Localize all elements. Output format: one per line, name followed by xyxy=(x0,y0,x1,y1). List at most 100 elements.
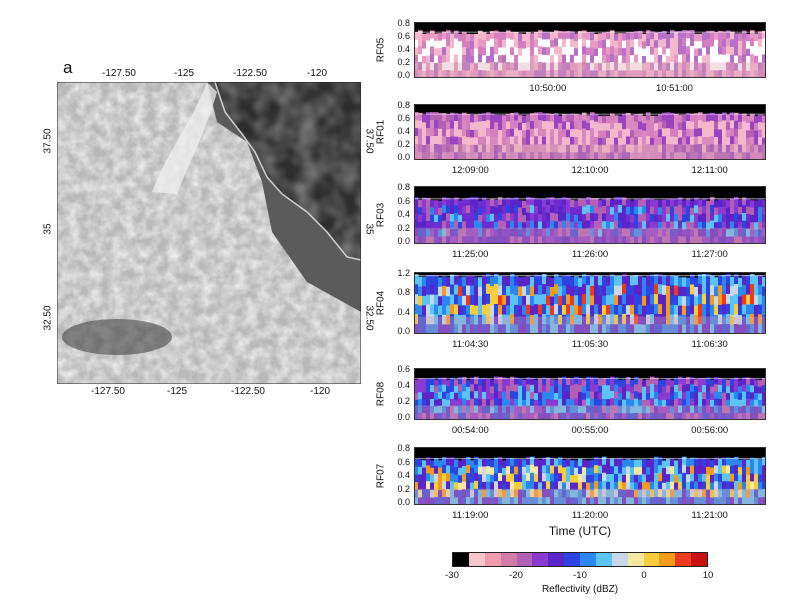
colorbar-segment xyxy=(659,553,676,566)
strip-y-tick: 0.2 xyxy=(397,139,410,149)
strip-y-tick: 0.8 xyxy=(397,443,410,453)
colorbar-tick: 0 xyxy=(641,570,647,581)
map-left-lat-label: 37.50 xyxy=(42,128,54,154)
radar-strip-frame xyxy=(414,272,766,334)
strip-y-tick: 0.0 xyxy=(397,412,410,422)
colorbar-segment xyxy=(548,553,565,566)
map-left-lat-label: 32.50 xyxy=(42,305,54,331)
strip-y-tick: 0.0 xyxy=(397,152,410,162)
panel-letter: a xyxy=(63,58,73,77)
strip-y-tick: 0.6 xyxy=(397,456,410,467)
radar-strip-image xyxy=(414,272,767,335)
colorbar-segment xyxy=(691,553,707,566)
colorbar-segment xyxy=(453,553,469,566)
strip-y-tick: 0.2 xyxy=(397,396,410,406)
radar-strip-image xyxy=(414,22,767,79)
strip-x-tick: 11:25:00 xyxy=(452,249,489,260)
map-bottom-lon-label: -125 xyxy=(166,386,188,397)
strip-x-tick: 00:55:00 xyxy=(571,425,609,436)
colorbar-segment xyxy=(675,553,692,566)
strip-y-tick: 0.6 xyxy=(397,31,410,41)
radar-strip-rf08 xyxy=(414,368,767,421)
radar-strip-rf07 xyxy=(414,447,767,506)
strip-y-tick: 0.4 xyxy=(397,306,410,317)
colorbar-segment xyxy=(627,553,644,566)
colorbar xyxy=(452,552,708,567)
strip-x-tick: 11:20:00 xyxy=(571,510,609,521)
colorbar-segment xyxy=(468,553,485,566)
map-bottom-lon-label: -127.50 xyxy=(91,386,125,397)
satellite-image-graphic xyxy=(56,81,362,385)
radar-strip-frame xyxy=(414,22,766,78)
colorbar-segment xyxy=(484,553,501,566)
strip-y-tick: 0.2 xyxy=(397,57,410,67)
strip-x-tick: 11:06:30 xyxy=(691,339,728,350)
map-bottom-lon-label: -120 xyxy=(309,386,331,397)
map-top-lon-label: -122.50 xyxy=(233,68,267,79)
strip-y-tick: 0.4 xyxy=(397,380,410,390)
radar-strip-image xyxy=(414,368,767,421)
strip-y-tick: 0.0 xyxy=(397,497,410,507)
colorbar-segment xyxy=(532,553,549,566)
map-top-lon-label: -120 xyxy=(306,68,328,79)
flight-label: RF08 xyxy=(375,381,387,407)
colorbar-label: Reflectivity (dBZ) xyxy=(541,584,619,595)
strip-x-tick: 12:09:00 xyxy=(451,165,489,176)
strip-y-tick: 0.2 xyxy=(397,222,410,233)
strip-y-tick: 0.2 xyxy=(397,483,410,494)
map-right-lat-label: 32.50 xyxy=(363,305,375,331)
strip-y-tick: 0.0 xyxy=(397,326,410,336)
radar-strip-image xyxy=(414,186,767,245)
strip-y-tick: 0.0 xyxy=(397,236,410,246)
colorbar-tick: -20 xyxy=(509,570,523,581)
strip-x-tick: 10:50:00 xyxy=(529,83,567,94)
strip-y-tick: 0.6 xyxy=(397,113,410,123)
map-top-lon-label: -127.50 xyxy=(102,68,136,79)
strip-x-tick: 12:10:00 xyxy=(571,165,609,176)
flight-label: RF05 xyxy=(375,37,387,63)
strip-y-tick: 0.8 xyxy=(397,287,410,298)
strip-y-tick: 0.4 xyxy=(397,126,410,136)
strip-x-tick: 11:26:00 xyxy=(571,249,609,260)
radar-strip-image xyxy=(414,447,767,506)
strip-y-tick: 0.8 xyxy=(397,18,410,28)
flight-label: RF04 xyxy=(375,290,387,316)
map-right-lat-label: 37.50 xyxy=(363,128,375,154)
satellite-image xyxy=(56,81,362,385)
strip-x-tick: 00:54:00 xyxy=(451,425,489,436)
strip-x-tick: 11:21:00 xyxy=(691,510,728,521)
strip-y-tick: 0.4 xyxy=(397,209,410,219)
flight-label: RF03 xyxy=(375,202,387,228)
colorbar-segment xyxy=(643,553,660,566)
radar-strip-rf05 xyxy=(414,22,767,79)
strip-y-tick: 0.0 xyxy=(397,70,410,80)
colorbar-segment xyxy=(564,553,580,566)
radar-strip-frame xyxy=(414,368,766,420)
colorbar-tick: 10 xyxy=(702,570,714,581)
colorbar-segment xyxy=(595,553,612,566)
colorbar-segment xyxy=(500,553,517,566)
strip-x-tick: 11:19:00 xyxy=(452,510,489,521)
radar-strip-frame xyxy=(414,447,766,505)
strip-y-tick: 0.4 xyxy=(397,470,410,480)
strip-x-tick: 00:56:00 xyxy=(691,425,729,436)
strip-y-tick: 0.6 xyxy=(397,195,410,206)
strip-x-tick: 11:27:00 xyxy=(691,249,728,260)
strip-y-tick: 0.4 xyxy=(397,44,410,54)
map-right-lat-label: 35 xyxy=(363,223,375,235)
x-axis-title: Time (UTC) xyxy=(548,524,612,538)
radar-strip-frame xyxy=(414,186,766,244)
colorbar-tick: -10 xyxy=(573,570,587,581)
strip-y-tick: 0.6 xyxy=(397,364,410,374)
colorbar-segment xyxy=(516,553,533,566)
flight-label: RF07 xyxy=(375,463,387,489)
strip-y-tick: 0.8 xyxy=(397,182,410,192)
strip-x-tick: 11:04:30 xyxy=(452,339,489,350)
strip-x-tick: 10:51:00 xyxy=(655,83,693,94)
radar-strip-rf03 xyxy=(414,186,767,245)
map-top-lon-label: -125 xyxy=(173,68,195,79)
strip-x-tick: 12:11:00 xyxy=(691,165,728,176)
flight-label: RF01 xyxy=(375,119,387,145)
strip-x-tick: 11:05:30 xyxy=(571,339,609,350)
colorbar-tick: -30 xyxy=(445,570,459,581)
